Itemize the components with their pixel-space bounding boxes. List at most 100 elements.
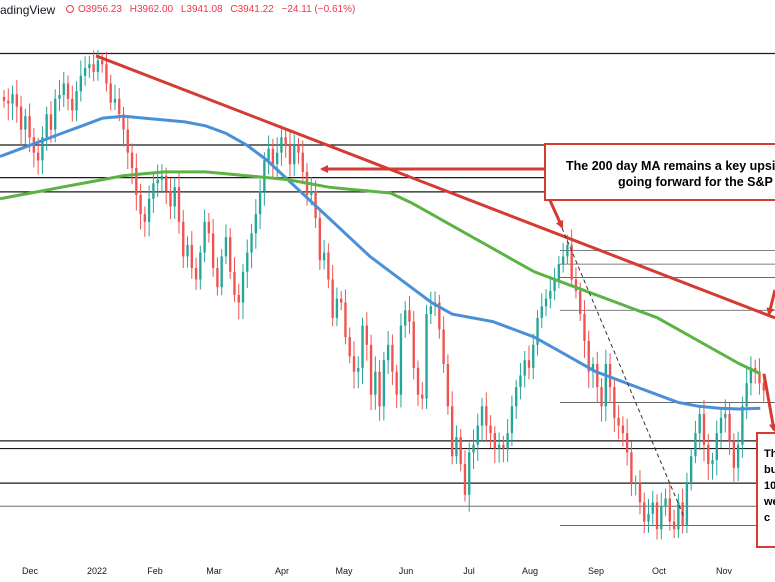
candle-body [638, 483, 642, 503]
candle-body [169, 191, 172, 207]
candle-body [246, 252, 249, 272]
candle-body [519, 375, 522, 388]
candle-body [331, 279, 334, 318]
candle-body [173, 187, 176, 207]
candle-body [732, 440, 736, 468]
candle-body [28, 116, 31, 138]
candle-body [7, 100, 10, 104]
candle-body [11, 94, 14, 104]
x-tick-label: 2022 [86, 566, 108, 576]
candle-body [502, 444, 505, 449]
dashed-line [561, 227, 685, 518]
candle-body [698, 413, 701, 434]
candle-body [553, 279, 556, 291]
candle-body [382, 360, 386, 407]
ma-100-line [0, 114, 761, 411]
candle-body [480, 406, 484, 426]
candle-body [707, 444, 710, 464]
candle-body [604, 364, 607, 407]
candle-body [109, 83, 112, 103]
candle-body [54, 98, 57, 130]
candle-body [463, 463, 467, 495]
candle-body [446, 364, 450, 407]
candle-body [476, 425, 479, 445]
candle-body [749, 367, 753, 384]
candle-body [489, 425, 492, 434]
candle-body [579, 291, 582, 315]
candle-body [126, 129, 129, 153]
candle-body [147, 198, 151, 222]
candle-body [758, 371, 761, 384]
candle-body [122, 114, 125, 130]
candle-body [165, 175, 168, 192]
candle-body [497, 444, 501, 449]
candle-body [425, 314, 428, 399]
note1-line1: The 200 day MA remains a key upsi [566, 159, 775, 173]
candle-body [233, 271, 236, 295]
candle-body [664, 498, 667, 507]
candle-body [83, 68, 87, 76]
candle-body [468, 452, 471, 495]
ohlc-low: L3941.08 [180, 4, 223, 15]
candle-body [352, 356, 356, 372]
candle-body [216, 267, 219, 288]
candle-body [728, 413, 731, 441]
candle-body [15, 94, 18, 107]
candle-body [741, 406, 744, 445]
candle-body [485, 406, 488, 426]
candle-body [62, 83, 65, 96]
candle-body [186, 244, 189, 257]
x-tick-label: Feb [147, 566, 163, 576]
x-tick-label: May [335, 566, 353, 576]
candle-body [617, 417, 620, 426]
candle-body [459, 437, 462, 464]
candle-body [591, 364, 595, 372]
arrow [766, 289, 775, 316]
candle-body [523, 360, 526, 376]
candle-body [613, 387, 616, 418]
candle-body [335, 298, 339, 318]
chart-header: adingView O3956.23 H3962.00 L3941.08 C39… [0, 0, 775, 22]
candle-body [254, 214, 258, 234]
candle-body [293, 144, 296, 165]
candle-body [762, 383, 765, 391]
candle-body [237, 294, 240, 303]
candle-body [271, 148, 275, 165]
candle-body [284, 137, 287, 145]
candle-body [71, 98, 74, 111]
x-tick-label: Dec [21, 566, 39, 576]
candle-body [514, 387, 518, 407]
candle-body [177, 187, 181, 222]
downtrend-line [95, 54, 775, 320]
candle-body [685, 483, 689, 526]
candle-body [625, 433, 629, 453]
candle-body [229, 237, 232, 272]
candle-body [510, 406, 514, 434]
candle-body [207, 221, 211, 234]
candle-body [596, 364, 599, 388]
candle-body [672, 521, 676, 530]
candle-body [344, 302, 347, 338]
x-tick-label: Apr [274, 566, 290, 576]
x-tick-label: Jul [463, 566, 475, 576]
candle-body [250, 233, 253, 253]
candle-body [416, 367, 420, 395]
x-tick-label: Oct [651, 566, 667, 576]
candle-body [220, 256, 223, 288]
candle-body [412, 321, 415, 368]
ohlc-readout: O3956.23 H3962.00 L3941.08 C3941.22 −24.… [78, 4, 360, 15]
candle-body [41, 137, 44, 161]
candle-body [310, 191, 313, 195]
candle-body [327, 252, 330, 280]
candle-body [88, 64, 91, 69]
candle-body [493, 433, 497, 449]
brand-logo-text: adingView [0, 3, 56, 17]
candle-body [45, 114, 48, 138]
candle-body [600, 387, 603, 407]
candle-body [677, 502, 680, 530]
candle-body [694, 433, 697, 457]
candle-body [263, 160, 266, 192]
candle-body [369, 344, 373, 395]
